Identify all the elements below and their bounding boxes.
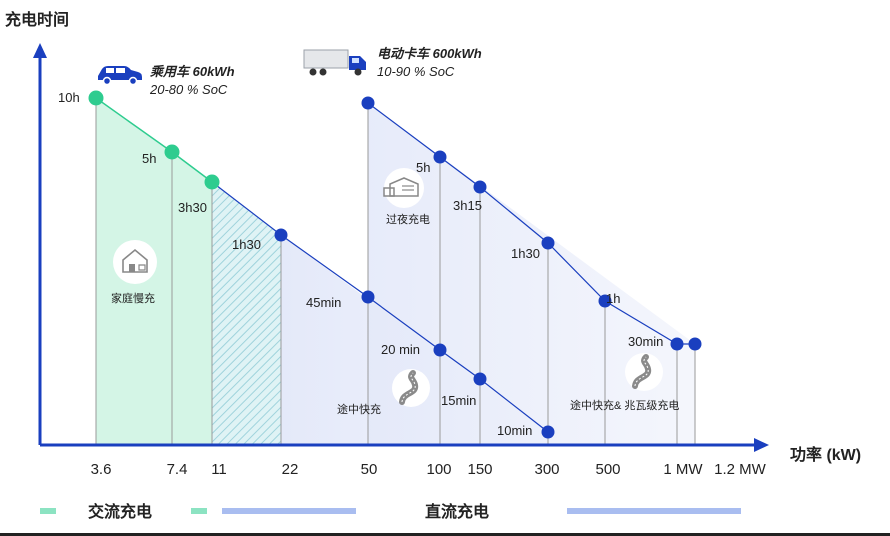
passenger-point	[204, 174, 220, 190]
legend-ac-label: 交流充电	[88, 502, 152, 521]
road-icon	[392, 369, 430, 407]
x-tick-label: 300	[534, 461, 559, 478]
x-tick-label: 100	[426, 461, 451, 478]
truck-point	[433, 150, 447, 164]
road-icon	[625, 353, 663, 391]
truck-icon	[303, 49, 366, 76]
y-axis-label: 充电时间	[5, 10, 69, 29]
passenger-point-label: 5h	[142, 151, 156, 166]
legend-dc-bar-right	[567, 508, 741, 514]
x-tick-label: 500	[595, 461, 620, 478]
legend-dc-label: 直流充电	[425, 502, 489, 521]
passenger-point-label: 45min	[306, 295, 341, 310]
annotation-overnight: 过夜充电	[386, 212, 430, 226]
data-points	[88, 90, 702, 439]
passenger-point	[473, 372, 487, 386]
x-tick-label: 1 MW	[663, 461, 703, 478]
x-tick-label: 50	[361, 461, 378, 478]
passenger-point-label: 3h30	[178, 200, 207, 215]
bottom-rule	[0, 533, 890, 536]
truck-dc-region	[368, 103, 695, 445]
truck-point	[473, 180, 487, 194]
truck-point	[670, 337, 684, 351]
truck-point-label: 3h15	[453, 198, 482, 213]
passenger-point-label: 1h30	[232, 237, 261, 252]
truck-point-label: 1h	[606, 291, 620, 306]
car-icon	[98, 66, 142, 86]
x-tick-label: 22	[282, 461, 299, 478]
x-tick-label: 1.2 MW	[714, 461, 767, 478]
truck-point	[361, 96, 375, 110]
annotation-megawatt: 途中快充& 兆瓦级充电	[570, 398, 679, 412]
truck-point-label: 5h	[416, 160, 430, 175]
x-tick-label: 3.6	[91, 461, 112, 478]
legend-ac-swatch	[40, 508, 56, 514]
x-tick-label: 7.4	[167, 461, 188, 478]
passenger-point-label: 15min	[441, 393, 476, 408]
data-labels: 10h 5h 3h30 1h30 45min 20 min 15min 10min 5h 3h15…	[58, 90, 663, 438]
legend-dc-bar-left	[222, 508, 356, 514]
hatch-region	[212, 182, 281, 445]
passenger-point	[274, 228, 288, 242]
x-tick-labels: 3.6 7.4 11 22 50 100 150 300 500 1 MW 1.2 MW	[91, 461, 767, 478]
truck-point	[688, 337, 702, 351]
truck-point	[598, 294, 612, 308]
passenger-point	[88, 90, 104, 106]
passenger-point	[433, 343, 447, 357]
x-axis-label: 功率 (kW)	[790, 445, 861, 464]
annotation-enroute-fast: 途中快充	[337, 402, 381, 416]
annotation-home-charging: 家庭慢充	[111, 291, 155, 305]
truck-point	[541, 236, 555, 250]
passenger-point	[164, 144, 180, 160]
passenger-series-soc: 20-80 % SoC	[149, 82, 228, 97]
passenger-point	[541, 425, 555, 439]
x-axis-arrow	[754, 438, 769, 452]
warehouse-icon	[383, 168, 424, 208]
passenger-series-name: 乘用车 60kWh	[150, 64, 235, 79]
passenger-point-label: 10h	[58, 90, 80, 105]
x-tick-label: 150	[467, 461, 492, 478]
legend-ac-swatch-2	[191, 508, 207, 514]
x-tick-label: 11	[211, 461, 227, 478]
truck-series-name: 电动卡车 600kWh	[377, 46, 482, 61]
passenger-point-label: 10min	[497, 423, 532, 438]
truck-point-label: 1h30	[511, 246, 540, 261]
truck-point-label: 30min	[628, 334, 663, 349]
y-axis-arrow	[33, 43, 47, 58]
truck-series-soc: 10-90 % SoC	[377, 64, 455, 79]
passenger-point-label: 20 min	[381, 342, 420, 357]
guide-lines	[95, 98, 696, 445]
series-line-passenger-dc	[211, 181, 549, 433]
passenger-point	[361, 290, 375, 304]
house-icon	[113, 240, 157, 284]
